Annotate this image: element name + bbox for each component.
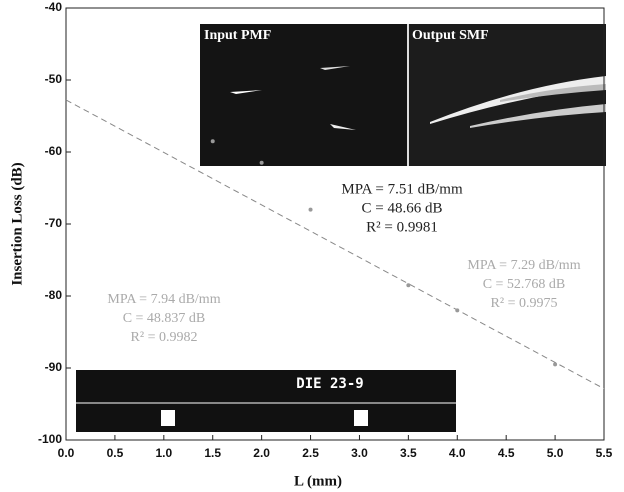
x-tick-label: 4.5: [498, 446, 515, 460]
x-tick-label: 1.5: [204, 446, 221, 460]
x-tick-label: 5.5: [596, 446, 613, 460]
y-axis-label: Insertion Loss (dB): [9, 162, 25, 285]
x-tick-label: 3.0: [351, 446, 368, 460]
y-tick-label: -50: [45, 72, 63, 86]
inset-bottom: [76, 370, 456, 432]
point: [210, 139, 215, 144]
annotation: R² = 0.9982: [131, 330, 198, 345]
y-tick-label: -60: [45, 144, 63, 158]
x-tick-label: 2.0: [253, 446, 270, 460]
point: [406, 283, 411, 288]
x-tick-label: 2.5: [302, 446, 319, 460]
annotation: C = 48.66 dB: [362, 200, 443, 216]
y-tick-label: -100: [38, 432, 62, 446]
y-tick-label: -80: [45, 288, 63, 302]
inset-label: Input PMF: [204, 28, 271, 43]
point: [259, 160, 264, 165]
inset-top: [200, 24, 606, 166]
inset-label: Output SMF: [412, 28, 489, 43]
annotation: MPA = 7.51 dB/mm: [341, 181, 463, 197]
point: [455, 308, 460, 313]
annotation: MPA = 7.94 dB/mm: [107, 292, 220, 307]
x-tick-label: 1.0: [155, 446, 172, 460]
annotation: R² = 0.9975: [491, 296, 558, 311]
x-tick-label: 3.5: [400, 446, 417, 460]
fit-line: [65, 99, 605, 390]
x-tick-label: 0.5: [107, 446, 124, 460]
y-tick-label: -40: [45, 0, 63, 14]
annotation: MPA = 7.29 dB/mm: [467, 258, 580, 273]
annotation: C = 48.837 dB: [123, 311, 206, 326]
annotation: C = 52.768 dB: [483, 277, 566, 292]
inset-label: DIE 23-9: [296, 376, 363, 392]
x-axis-label: L (mm): [294, 473, 342, 489]
annotation: R² = 0.9981: [366, 219, 438, 235]
x-tick-label: 0.0: [58, 446, 75, 460]
y-tick-label: -70: [45, 216, 63, 230]
y-tick-label: -90: [45, 360, 63, 374]
x-tick-label: 4.0: [449, 446, 466, 460]
point: [308, 207, 313, 212]
point: [553, 362, 558, 367]
x-tick-label: 5.0: [547, 446, 564, 460]
